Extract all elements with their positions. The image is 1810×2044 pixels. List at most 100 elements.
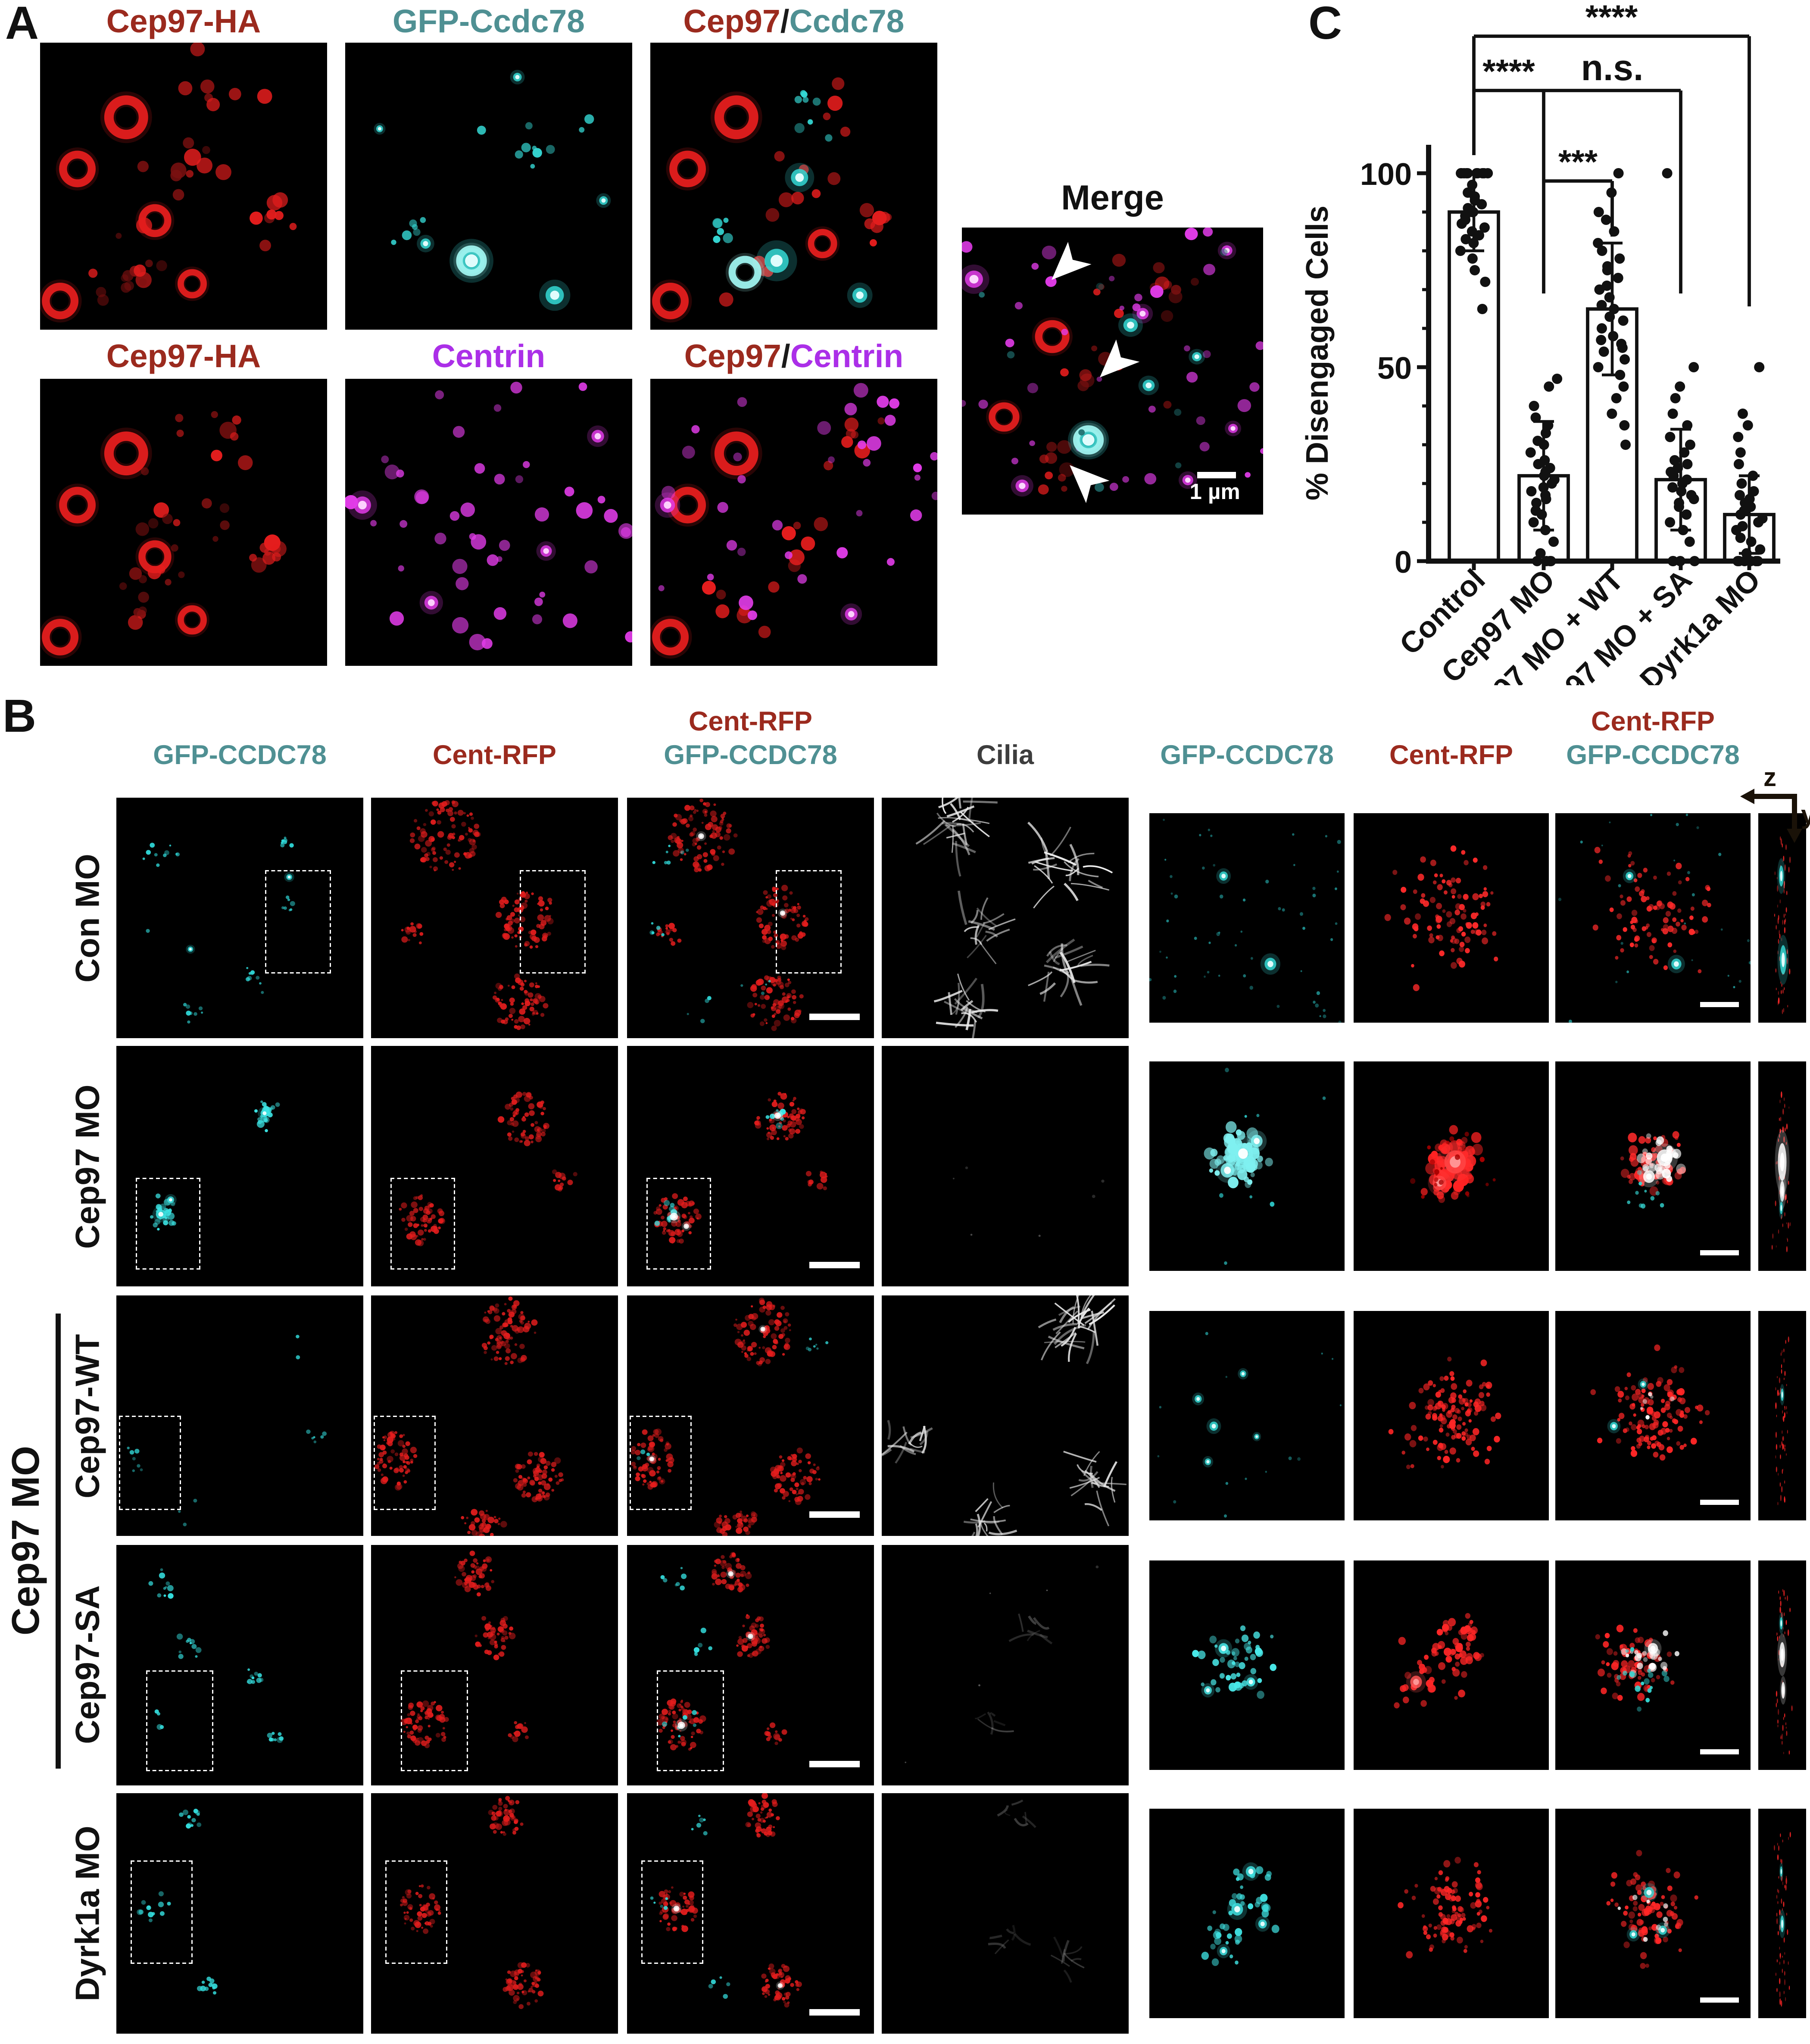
orientation-axis-indicator: z y [1740,765,1810,843]
data-point [1601,215,1611,225]
data-point [1665,517,1676,527]
scale-bar [809,1512,859,1518]
data-point [1609,226,1620,237]
data-point [1675,381,1685,392]
microscopy-image-a_r1c1 [40,43,327,330]
microscopy-image-b2c4 [882,1046,1129,1286]
a-column-title: Cep97/Ccdc78 [650,3,937,41]
panel-a-label: A [5,0,39,49]
a-column-title: Cep97/Centrin [650,337,937,376]
a-column-title: Cep97-HA [40,337,327,376]
scale-bar [1700,1997,1739,2003]
b-column-header: GFP-CCDC78 [1149,698,1345,773]
scale-bar [809,1761,859,1767]
y-tick-label: 50 [1377,351,1412,386]
scale-bar [1700,1499,1739,1505]
data-point [1618,315,1629,326]
scale-bar-label: 1 µm [1189,480,1240,505]
scale-bar [809,2010,859,2016]
data-point [1468,238,1479,248]
scale-bar [1700,1250,1739,1255]
data-point [1678,525,1688,535]
microscopy-image-r4s [1758,1560,1806,1770]
data-point [1609,304,1620,314]
b-column-header: Cent-RFP [1354,698,1549,773]
microscopy-image-r4z1 [1149,1560,1345,1770]
data-point [1620,440,1631,450]
inset-box [264,870,331,974]
row-label-Cep97-MO: Cep97 MO [68,1084,107,1248]
microscopy-image-r4z2 [1354,1560,1549,1770]
title-part: Centrin [790,339,904,375]
row-label-Cep97-SA: Cep97-SA [68,1585,107,1745]
inset-box [386,1860,448,1964]
data-point [1755,544,1766,555]
data-point [1530,412,1541,423]
microscopy-image-r5z2 [1354,1809,1549,2018]
a-column-title: GFP-Ccdc78 [345,3,632,41]
microscopy-image-r3z1 [1149,1311,1345,1520]
inset-box [390,1178,456,1270]
data-point [1735,447,1746,458]
y-tick-label: 100 [1360,157,1412,192]
data-point [1748,471,1758,481]
data-point [1602,261,1613,271]
microscopy-image-b5c2 [371,1793,618,2034]
merge-title: Merge [1061,178,1164,217]
data-point [1540,428,1551,438]
data-point [1673,463,1683,473]
microscopy-image-a_r2c1 [40,379,327,666]
data-point [1593,238,1604,248]
microscopy-image-a_r1c3 [650,43,937,330]
microscopy-image-b1c4 [882,798,1129,1038]
header-part: Cent-RFP [1389,741,1513,771]
data-point [1679,447,1690,458]
merge-arrow-3 [1070,465,1110,503]
header-part: Cent-RFP [688,707,812,737]
data-point [1613,168,1624,178]
panel-c-label: C [1308,0,1342,49]
header-part: GFP-CCDC78 [1160,741,1334,771]
data-point [1525,447,1536,458]
data-point [1614,253,1625,264]
significance-label: **** [1585,0,1638,36]
data-point [1669,455,1680,465]
data-point [1665,432,1676,442]
title-part: / [781,339,790,375]
data-point [1455,246,1466,256]
data-point [1604,292,1615,303]
data-point [1528,517,1539,527]
scale-bar [1700,1749,1739,1754]
data-point [1596,300,1607,310]
microscopy-image-a_r2c3 [650,379,937,666]
data-point [1532,436,1543,446]
significance-label: **** [1482,52,1535,90]
inset-box [519,870,586,974]
header-part: Cent-RFP [1591,707,1715,737]
data-point [1734,490,1745,500]
significance-label: n.s. [1581,47,1644,88]
b-column-header: GFP-CCDC78 [116,698,363,773]
data-point [1737,521,1748,531]
data-point [1682,420,1693,431]
data-point [1611,393,1622,403]
data-point [1681,509,1692,520]
inset-box [136,1178,201,1270]
data-point [1607,409,1617,419]
scale-bar [809,1262,859,1268]
data-point [1480,277,1491,287]
title-part: Centrin [432,339,546,375]
microscopy-image-r5s [1758,1809,1806,2018]
data-point [1733,459,1744,469]
data-point [1608,331,1619,341]
data-point [1548,537,1559,547]
data-point [1474,230,1485,240]
data-point [1538,482,1549,493]
microscopy-image-b5c3 [627,1793,874,2034]
inset-box [131,1860,193,1964]
inset-box [629,1416,692,1510]
microscopy-image-r2z2 [1354,1061,1549,1271]
microscopy-image-b4c3 [627,1545,874,1785]
data-point [1593,362,1604,372]
